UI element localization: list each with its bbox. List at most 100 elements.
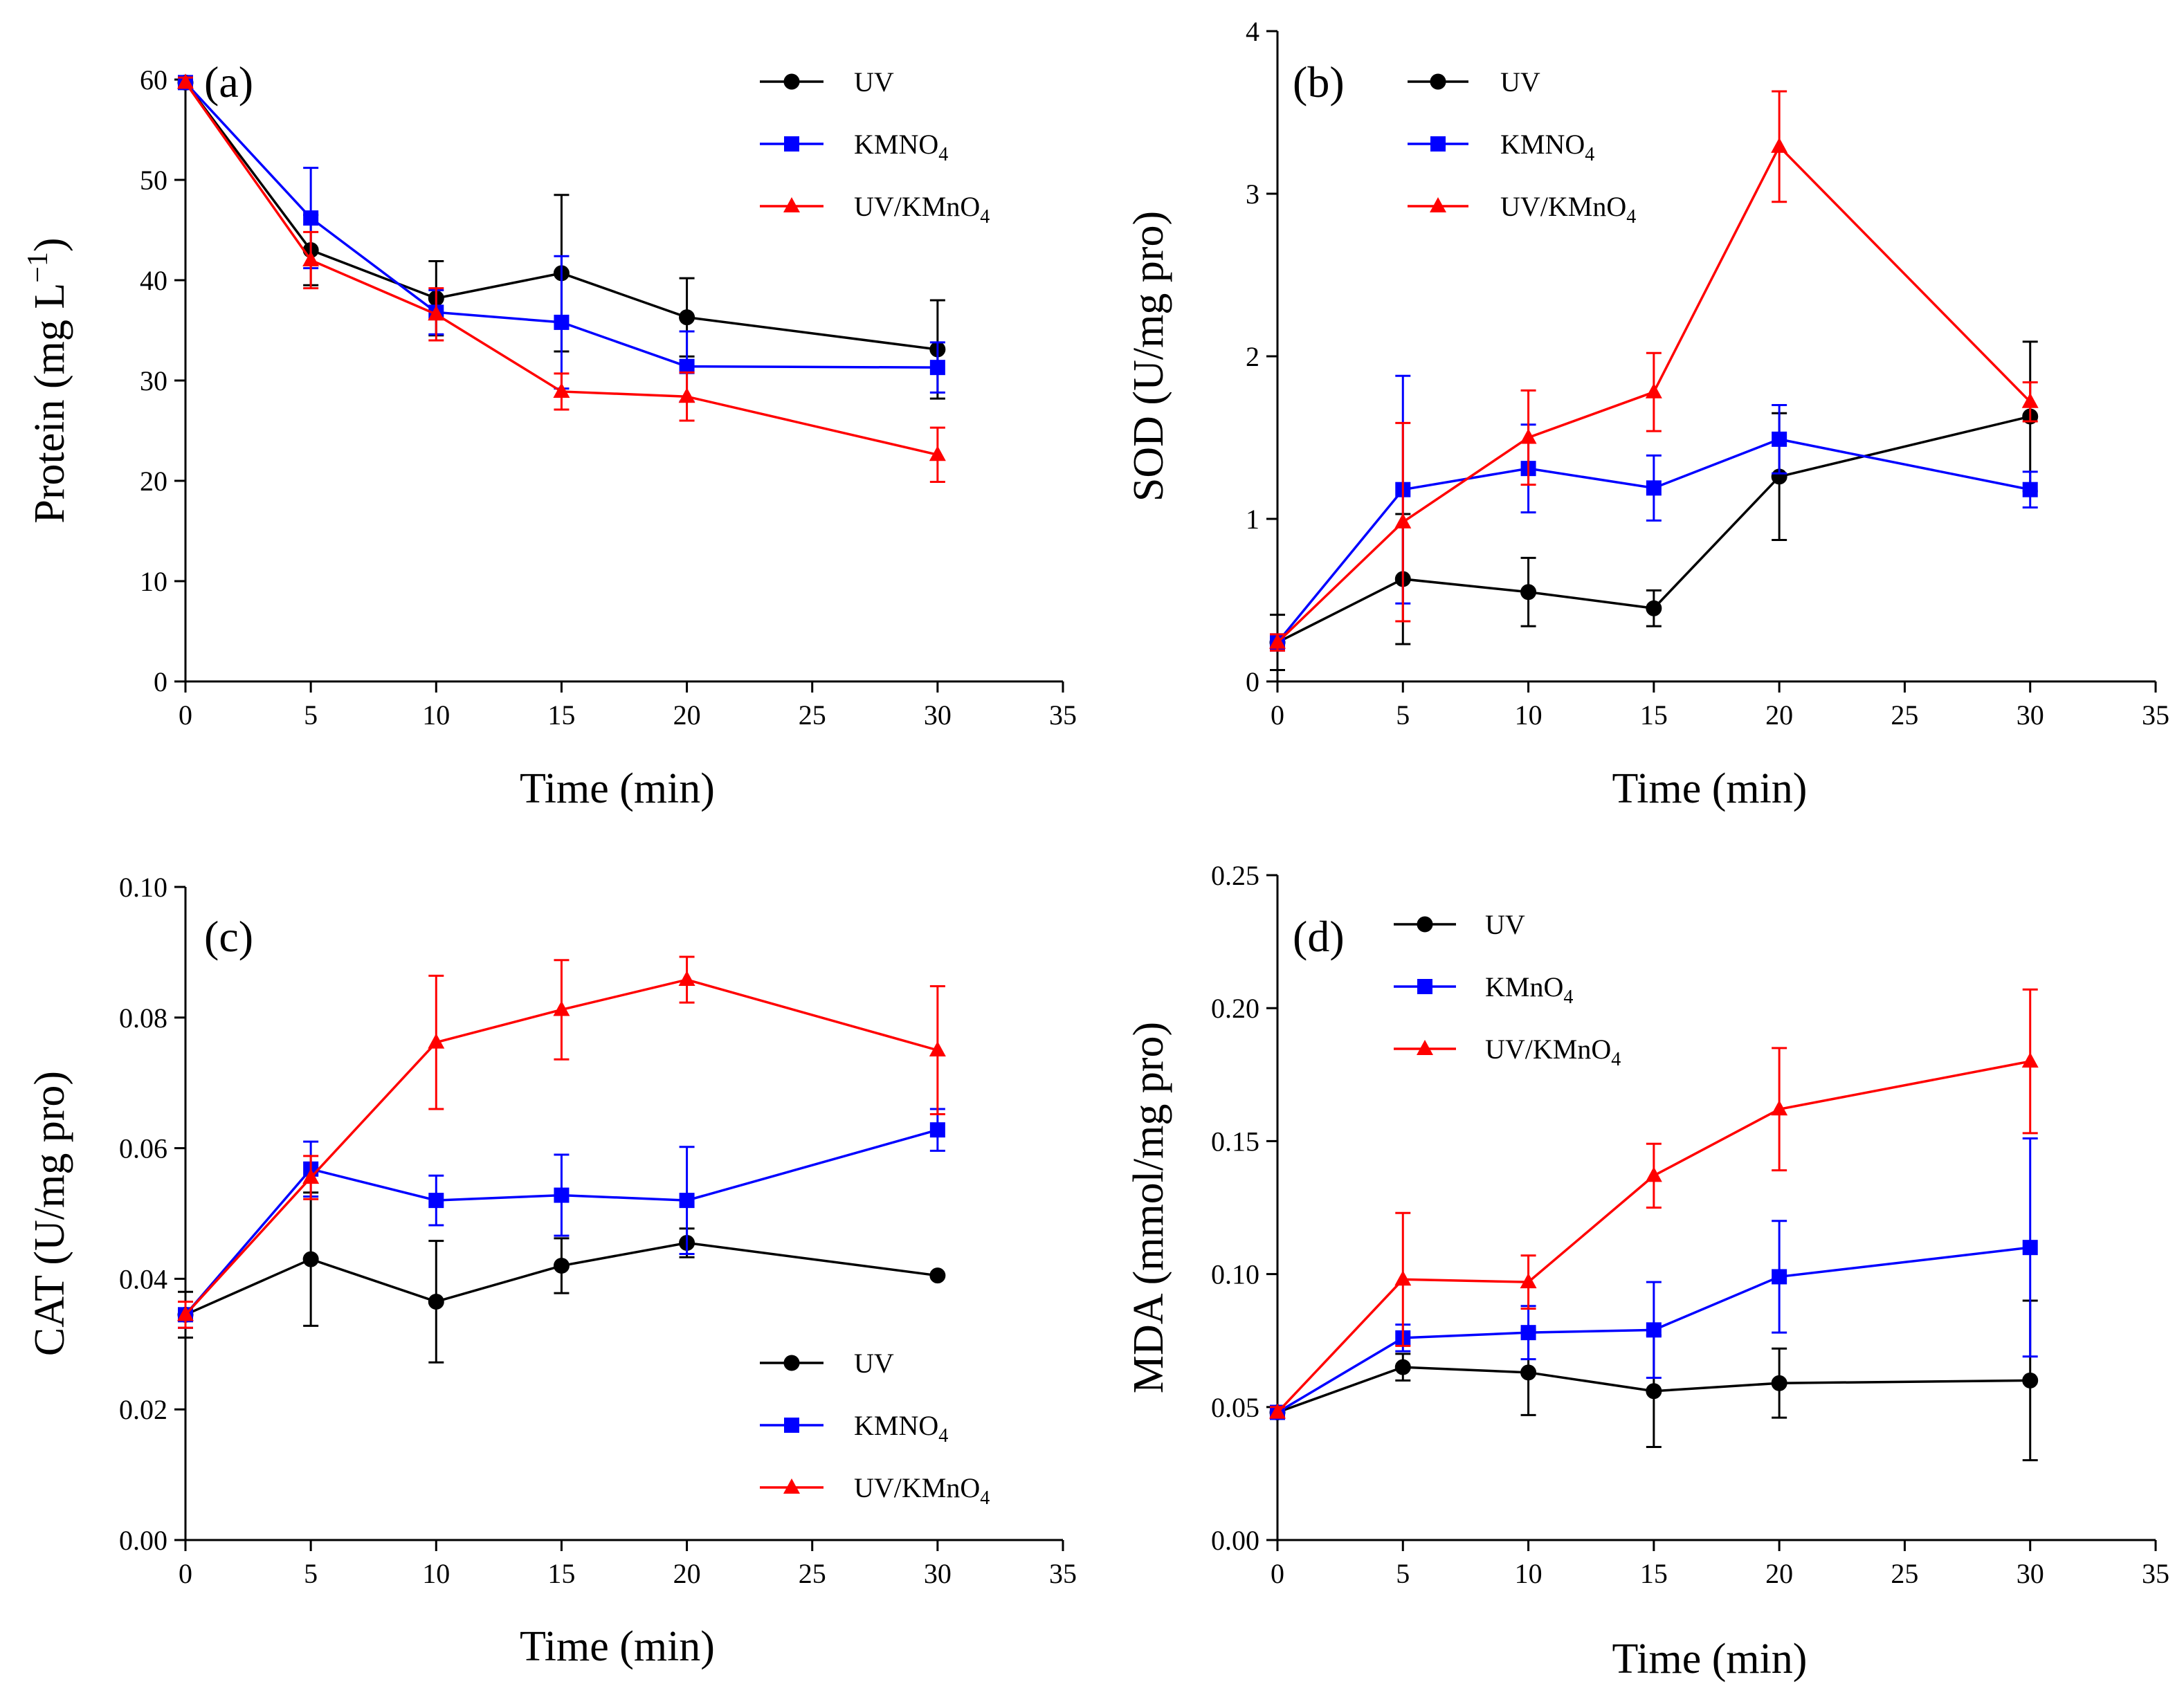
data-point: [1771, 1100, 1788, 1116]
legend-item: UV/KMnO4: [1408, 191, 1636, 228]
data-point: [302, 1251, 319, 1267]
x-tick-label: 0: [179, 699, 192, 731]
data-point: [302, 1169, 320, 1184]
chart-panel-c: 0 5 10 15 20 25 30 35 0.00 0.02 0.04 0.06 0.08 0.10 Ti…: [26, 872, 1077, 1670]
series-line: [1276, 438, 2031, 643]
y-tick-label: 50: [140, 165, 167, 196]
legend-label: UV: [1485, 909, 1525, 940]
x-tick-label: 15: [547, 1558, 575, 1589]
series-line: [184, 978, 938, 1316]
data-point: [1394, 1270, 1412, 1286]
x-tick-label: 35: [2142, 1558, 2169, 1589]
legend-label-subscript: 4: [1563, 987, 1573, 1008]
data-point: [1394, 1359, 1411, 1375]
legend-label: UV: [1500, 66, 1540, 98]
legend-label-text: UV/KMnO: [1500, 191, 1626, 222]
data-point: [679, 358, 695, 374]
legend-marker: [783, 197, 800, 212]
data-point: [1520, 1325, 1536, 1341]
legend-label-text: KMNO: [854, 1410, 938, 1441]
legend-marker: [1417, 979, 1432, 994]
legend-label: UV: [854, 1348, 894, 1379]
legend-label: KMNO4: [854, 129, 948, 165]
y-axis-title-text: Protein (mg L: [26, 283, 73, 524]
legend-label-text: KMNO: [854, 129, 938, 160]
series-line: [1277, 1246, 2030, 1413]
data-point: [1772, 431, 1787, 447]
legend-label-text: UV/KMnO: [854, 1472, 980, 1503]
legend-marker: [784, 136, 799, 152]
data-point: [303, 210, 319, 226]
y-tick-label: 30: [140, 365, 167, 396]
chart-panel-d: 0 5 10 15 20 25 30 35 0.00 0.05 0.10 0.15 0.20 0.25 Ti…: [1125, 860, 2169, 1683]
y-tick-label: 1: [1246, 504, 1259, 535]
legend-label-text: UV: [854, 66, 894, 98]
y-tick-label: 0.25: [1211, 860, 1259, 891]
x-tick-label: 0: [1271, 699, 1284, 731]
x-tick-label: 35: [2142, 699, 2169, 731]
series-KMNO4: [178, 1108, 945, 1329]
legend-label-subscript: 4: [980, 206, 990, 228]
data-point: [302, 251, 320, 266]
legend-marker: [1430, 197, 1446, 212]
legend-marker: [783, 1355, 800, 1371]
y-tick-label: 2: [1246, 341, 1259, 372]
y-tick-label: 0: [154, 666, 167, 697]
data-point: [2022, 482, 2038, 497]
legend-item: UV/KMnO4: [760, 1472, 990, 1509]
legend-label-subscript: 4: [1611, 1049, 1621, 1070]
series-line: [1276, 1060, 2031, 1413]
y-tick-label: 0.05: [1211, 1392, 1259, 1423]
y-tick-label: 3: [1246, 178, 1259, 210]
legend-label-subscript: 4: [938, 144, 948, 165]
data-point: [2022, 1372, 2039, 1389]
x-tick-label: 5: [304, 699, 318, 731]
y-tick-label: 0.10: [1211, 1259, 1259, 1290]
data-point: [553, 1258, 570, 1274]
data-point: [929, 1122, 945, 1138]
data-point: [1771, 137, 1788, 153]
x-axis-title: Time (min): [1612, 1636, 1808, 1683]
series-KMnO4: [1270, 1137, 2038, 1420]
data-point: [678, 971, 695, 987]
data-point: [929, 1267, 946, 1284]
data-point: [1771, 1375, 1787, 1391]
legend-item: UV/KMnO4: [1394, 1034, 1621, 1070]
series-line: [184, 1128, 938, 1316]
x-tick-label: 0: [1271, 1558, 1284, 1589]
legend-label: KMnO4: [1485, 971, 1573, 1008]
x-tick-label: 25: [799, 1558, 826, 1589]
y-tick-label: 0.10: [119, 872, 167, 903]
y-tick-label: 0: [1246, 666, 1259, 697]
legend-label-text: UV: [854, 1348, 894, 1379]
series-line: [184, 82, 938, 351]
legend-marker: [783, 1478, 800, 1494]
y-tick-label: 0.08: [119, 1002, 167, 1034]
legend-marker: [1417, 1040, 1433, 1055]
series-line: [184, 82, 938, 369]
panel-label: (d): [1293, 912, 1345, 961]
data-point: [679, 309, 695, 326]
y-axis-title-text: SOD (U/mg pro): [1125, 211, 1172, 502]
x-tick-label: 20: [673, 699, 701, 731]
data-point: [1646, 1383, 1662, 1400]
x-tick-label: 25: [799, 699, 826, 731]
y-tick-label: 0.00: [1211, 1525, 1259, 1556]
y-tick-label: 40: [140, 265, 167, 296]
legend: UV KMNO4 UV/KMnO4: [1408, 66, 1636, 228]
x-tick-label: 10: [422, 699, 450, 731]
legend-label: UV/KMnO4: [854, 191, 990, 228]
legend-label-text: UV/KMnO: [854, 191, 980, 222]
data-point: [1645, 1166, 1662, 1182]
data-point: [428, 1033, 445, 1049]
x-tick-label: 15: [1640, 699, 1668, 731]
data-point: [428, 1193, 444, 1209]
data-point: [553, 382, 570, 398]
y-axis-title: SOD (U/mg pro): [1125, 211, 1172, 502]
data-point: [2021, 1052, 2039, 1068]
x-axis-title: Time (min): [1612, 765, 1808, 812]
y-axis-title-text: MDA (mmol/mg pro): [1125, 1022, 1172, 1393]
legend-item: KMNO4: [1408, 129, 1594, 165]
y-tick-label: 0.20: [1211, 993, 1259, 1024]
